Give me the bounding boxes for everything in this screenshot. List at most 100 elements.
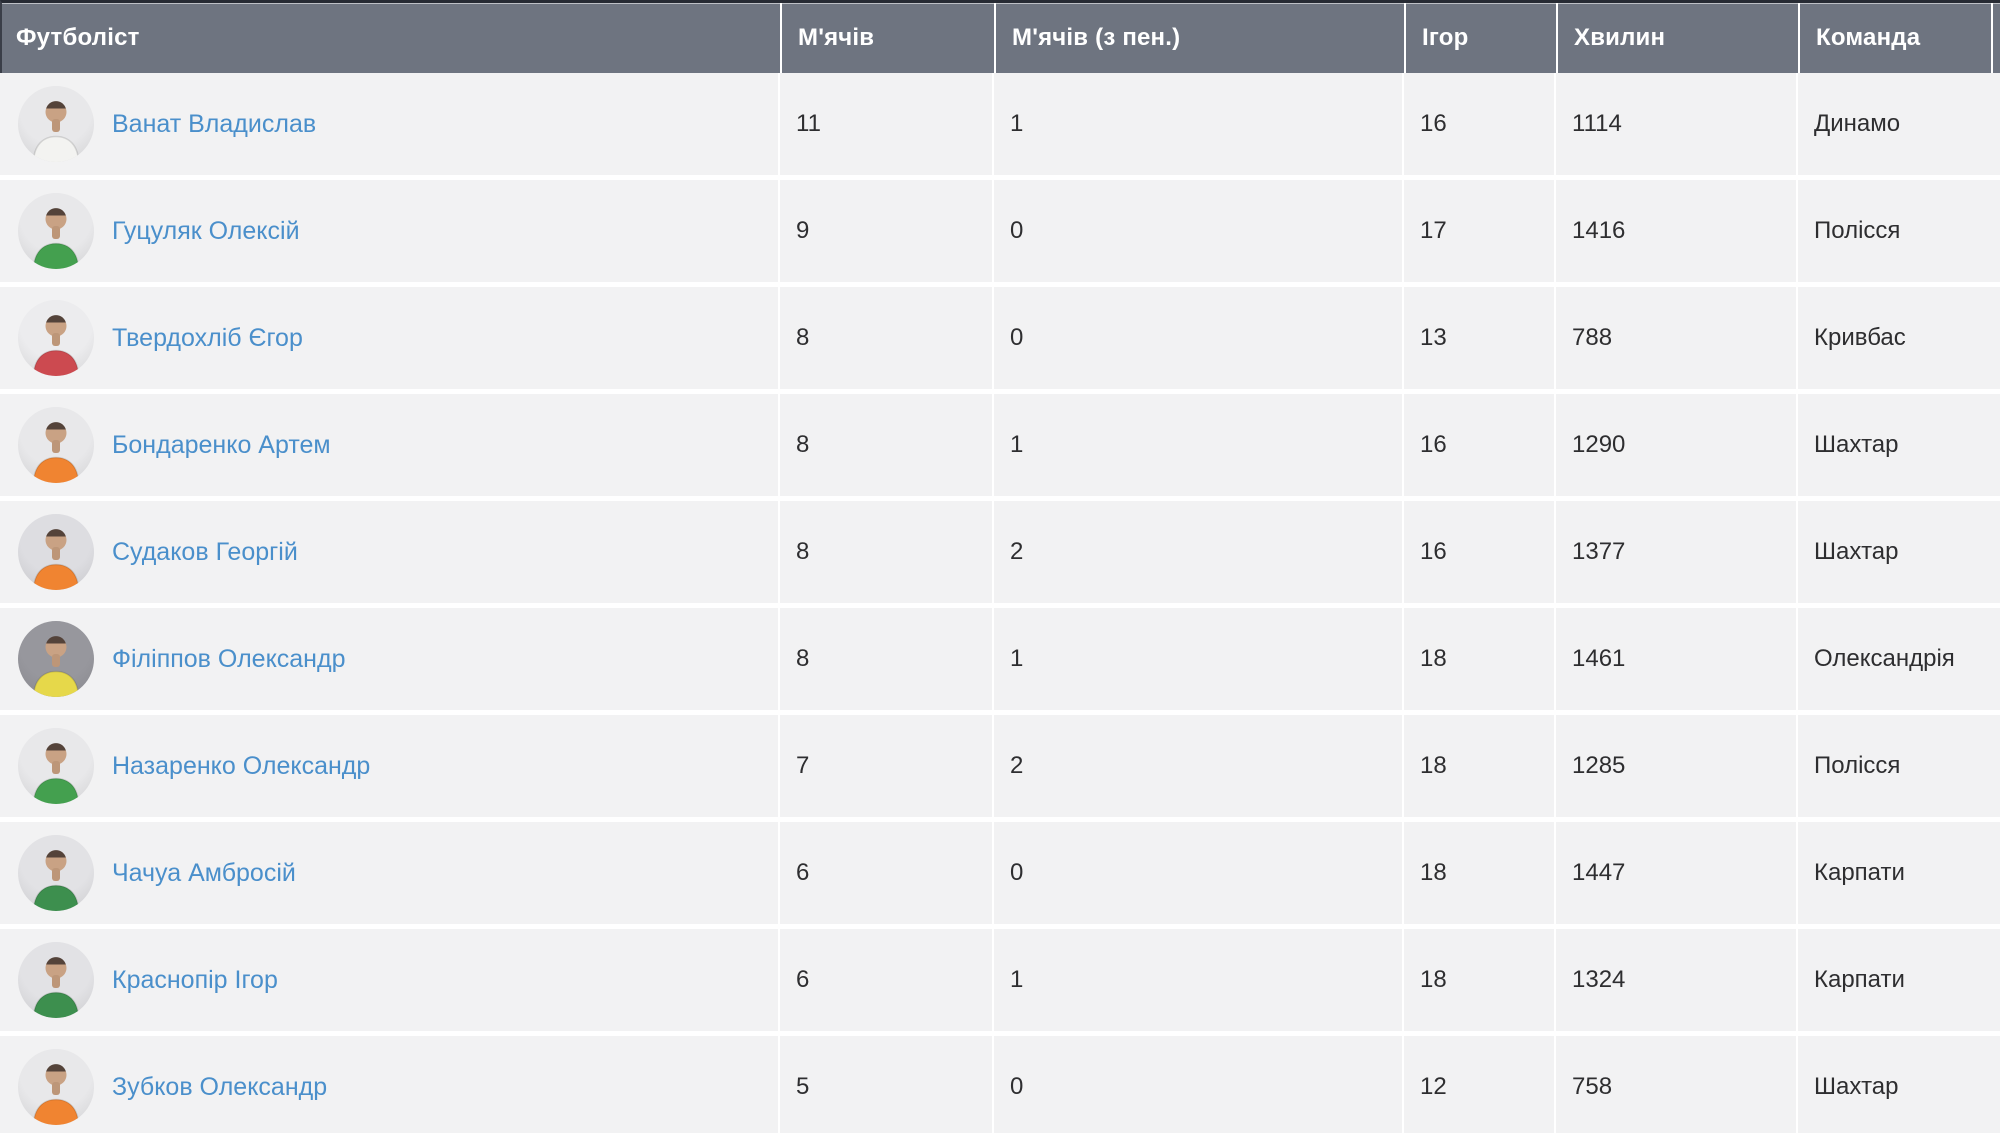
team-cell: Шахтар — [1796, 501, 2000, 603]
team-cell: Полісся — [1796, 180, 2000, 282]
player-cell: Ванат Владислав — [0, 73, 778, 175]
goals-cell: 11 — [778, 73, 992, 175]
table-row: Бондаренко Артем 8 1 16 1290 Шахтар — [0, 394, 2000, 501]
games-cell: 18 — [1402, 715, 1554, 817]
games-cell: 18 — [1402, 608, 1554, 710]
player-cell: Судаков Георгій — [0, 501, 778, 603]
player-cell: Бондаренко Артем — [0, 394, 778, 496]
team-cell: Шахтар — [1796, 1036, 2000, 1133]
minutes-cell: 1290 — [1554, 394, 1796, 496]
player-photo-icon[interactable] — [18, 835, 94, 911]
penalty-goals-cell: 0 — [992, 180, 1402, 282]
minutes-cell: 1114 — [1554, 73, 1796, 175]
column-header-penalty-goals: М'ячів (з пен.) — [994, 3, 1404, 73]
team-cell: Шахтар — [1796, 394, 2000, 496]
player-link[interactable]: Твердохліб Єгор — [112, 323, 303, 352]
player-link[interactable]: Ванат Владислав — [112, 109, 317, 138]
player-photo-icon[interactable] — [18, 407, 94, 483]
minutes-cell: 1416 — [1554, 180, 1796, 282]
column-header-games: Ігор — [1404, 3, 1556, 73]
games-cell: 17 — [1402, 180, 1554, 282]
player-cell: Гуцуляк Олексій — [0, 180, 778, 282]
team-cell: Карпати — [1796, 929, 2000, 1031]
player-cell: Назаренко Олександр — [0, 715, 778, 817]
games-cell: 16 — [1402, 394, 1554, 496]
player-link[interactable]: Чачуа Амбросій — [112, 858, 296, 887]
player-cell: Філіппов Олександр — [0, 608, 778, 710]
games-cell: 13 — [1402, 287, 1554, 389]
player-photo-icon[interactable] — [18, 942, 94, 1018]
player-cell: Твердохліб Єгор — [0, 287, 778, 389]
goals-cell: 8 — [778, 501, 992, 603]
team-cell: Карпати — [1796, 822, 2000, 924]
penalty-goals-cell: 1 — [992, 73, 1402, 175]
player-photo-icon[interactable] — [18, 193, 94, 269]
penalty-goals-cell: 1 — [992, 608, 1402, 710]
column-header-team: Команда — [1798, 3, 2000, 73]
games-cell: 18 — [1402, 822, 1554, 924]
player-link[interactable]: Краснопір Ігор — [112, 965, 278, 994]
table-row: Судаков Георгій 8 2 16 1377 Шахтар — [0, 501, 2000, 608]
goals-cell: 8 — [778, 287, 992, 389]
games-cell: 16 — [1402, 501, 1554, 603]
player-cell: Чачуа Амбросій — [0, 822, 778, 924]
goals-cell: 5 — [778, 1036, 992, 1133]
minutes-cell: 1377 — [1554, 501, 1796, 603]
goals-cell: 8 — [778, 394, 992, 496]
penalty-goals-cell: 1 — [992, 929, 1402, 1031]
column-header-player: Футболіст — [16, 24, 140, 51]
penalty-goals-cell: 2 — [992, 715, 1402, 817]
table-row: Твердохліб Єгор 8 0 13 788 Кривбас — [0, 287, 2000, 394]
goals-cell: 8 — [778, 608, 992, 710]
minutes-cell: 1285 — [1554, 715, 1796, 817]
penalty-goals-cell: 0 — [992, 287, 1402, 389]
player-cell: Зубков Олександр — [0, 1036, 778, 1133]
goals-cell: 6 — [778, 929, 992, 1031]
games-cell: 16 — [1402, 73, 1554, 175]
minutes-cell: 1324 — [1554, 929, 1796, 1031]
table-row: Назаренко Олександр 7 2 18 1285 Полісся — [0, 715, 2000, 822]
table-header-row: Футболіст М'ячів М'ячів (з пен.) Ігор Хв… — [0, 0, 2000, 73]
games-cell: 12 — [1402, 1036, 1554, 1133]
penalty-goals-cell: 0 — [992, 822, 1402, 924]
table-row: Ванат Владислав 11 1 16 1114 Динамо — [0, 73, 2000, 180]
table-row: Зубков Олександр 5 0 12 758 Шахтар — [0, 1036, 2000, 1133]
player-photo-icon[interactable] — [18, 1049, 94, 1125]
table-row: Філіппов Олександр 8 1 18 1461 Олександр… — [0, 608, 2000, 715]
goals-cell: 7 — [778, 715, 992, 817]
player-link[interactable]: Назаренко Олександр — [112, 751, 371, 780]
table-body: Ванат Владислав 11 1 16 1114 Динамо Гуцу… — [0, 73, 2000, 1133]
penalty-goals-cell: 1 — [992, 394, 1402, 496]
player-link[interactable]: Бондаренко Артем — [112, 430, 331, 459]
games-cell: 18 — [1402, 929, 1554, 1031]
team-cell: Полісся — [1796, 715, 2000, 817]
team-cell: Олександрія — [1796, 608, 2000, 710]
player-link[interactable]: Філіппов Олександр — [112, 644, 346, 673]
player-link[interactable]: Гуцуляк Олексій — [112, 216, 300, 245]
player-cell: Краснопір Ігор — [0, 929, 778, 1031]
minutes-cell: 1447 — [1554, 822, 1796, 924]
player-photo-icon[interactable] — [18, 86, 94, 162]
team-cell: Кривбас — [1796, 287, 2000, 389]
goals-cell: 6 — [778, 822, 992, 924]
player-photo-icon[interactable] — [18, 300, 94, 376]
penalty-goals-cell: 2 — [992, 501, 1402, 603]
minutes-cell: 788 — [1554, 287, 1796, 389]
penalty-goals-cell: 0 — [992, 1036, 1402, 1133]
player-photo-icon[interactable] — [18, 728, 94, 804]
table-row: Краснопір Ігор 6 1 18 1324 Карпати — [0, 929, 2000, 1036]
goals-cell: 9 — [778, 180, 992, 282]
minutes-cell: 1461 — [1554, 608, 1796, 710]
table-row: Чачуа Амбросій 6 0 18 1447 Карпати — [0, 822, 2000, 929]
table-row: Гуцуляк Олексій 9 0 17 1416 Полісся — [0, 180, 2000, 287]
player-link[interactable]: Зубков Олександр — [112, 1072, 328, 1101]
player-link[interactable]: Судаков Георгій — [112, 537, 298, 566]
team-cell: Динамо — [1796, 73, 2000, 175]
player-photo-icon[interactable] — [18, 621, 94, 697]
minutes-cell: 758 — [1554, 1036, 1796, 1133]
column-header-minutes: Хвилин — [1556, 3, 1798, 73]
player-photo-icon[interactable] — [18, 514, 94, 590]
column-header-goals: М'ячів — [780, 3, 994, 73]
